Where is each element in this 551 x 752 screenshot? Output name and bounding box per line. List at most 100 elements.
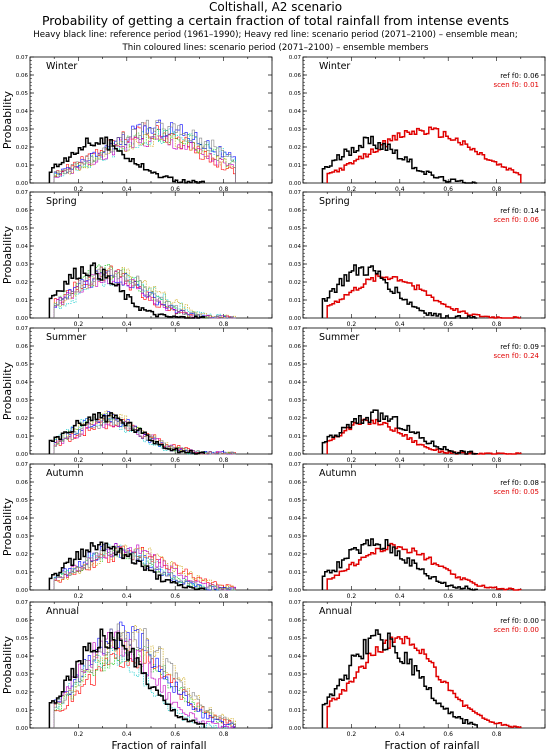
member-series-line xyxy=(53,122,236,183)
y-tick-label: 0.02 xyxy=(16,552,28,558)
panel-annual-mean: 0.00 0.01 0.02 0.03 0.04 0.05 0.06 0.07 0.2 0.4 0.… xyxy=(289,600,546,752)
x-tick-label: 0.8 xyxy=(219,731,229,738)
member-series-line xyxy=(53,119,236,183)
y-tick-label: 0.00 xyxy=(16,726,29,732)
panel-annual-members: 0.00 0.01 0.02 0.03 0.04 0.05 0.06 0.07 0.2 0.4 0.… xyxy=(1,600,273,752)
y-tick-label: 0.06 xyxy=(289,73,302,79)
y-tick-label: 0.00 xyxy=(16,316,29,322)
y-tick-label: 0.01 xyxy=(289,434,301,440)
y-tick-label: 0.02 xyxy=(289,690,301,696)
figure-legend-line-1: Heavy black line: reference period (1961… xyxy=(33,30,518,40)
y-tick-label: 0.07 xyxy=(289,600,302,606)
y-tick-label: 0.07 xyxy=(289,55,302,61)
figure-subtitle: Probability of getting a certain fractio… xyxy=(41,13,510,28)
member-series-line xyxy=(53,630,236,729)
x-tick-label: 0.6 xyxy=(170,321,180,328)
y-tick-label: 0.01 xyxy=(289,570,301,576)
y-tick-label: 0.03 xyxy=(289,262,302,268)
y-tick-label: 0.03 xyxy=(16,672,29,678)
y-tick-label: 0.03 xyxy=(289,534,302,540)
y-axis-label: Probability xyxy=(1,361,14,420)
x-tick-label: 0.2 xyxy=(74,593,84,600)
y-tick-label: 0.04 xyxy=(289,380,302,386)
y-tick-label: 0.06 xyxy=(16,73,29,79)
y-tick-label: 0.04 xyxy=(289,244,302,250)
y-tick-label: 0.00 xyxy=(16,452,29,458)
member-series-line xyxy=(53,543,236,591)
ref-f0-annotation: ref f0: 0.08 xyxy=(500,479,539,487)
y-tick-label: 0.06 xyxy=(16,344,29,350)
y-tick-label: 0.02 xyxy=(289,145,301,151)
figure-title: Coltishall, A2 scenario xyxy=(208,0,343,14)
season-label: Autumn xyxy=(319,468,357,479)
panel-summer-members: 0.00 0.01 0.02 0.03 0.04 0.05 0.06 0.07 0.2 0.4 0.… xyxy=(1,326,273,464)
reference-series-line xyxy=(48,411,205,455)
y-tick-label: 0.03 xyxy=(16,398,29,404)
scen-f0-annotation: scen f0: 0.06 xyxy=(493,216,539,224)
x-tick-label: 0.6 xyxy=(170,593,180,600)
panel-summer-mean: 0.00 0.01 0.02 0.03 0.04 0.05 0.06 0.07 0.2 0.4 0.… xyxy=(289,326,546,464)
y-tick-label: 0.04 xyxy=(289,654,302,660)
y-tick-label: 0.05 xyxy=(289,362,302,368)
y-tick-label: 0.06 xyxy=(289,618,302,624)
x-tick-label: 0.2 xyxy=(347,321,357,328)
y-tick-label: 0.06 xyxy=(16,208,29,214)
x-tick-label: 0.8 xyxy=(492,321,502,328)
y-tick-label: 0.05 xyxy=(16,91,29,97)
season-label: Spring xyxy=(46,196,77,207)
y-tick-label: 0.05 xyxy=(16,636,29,642)
reference-series-line xyxy=(321,409,478,455)
y-tick-label: 0.06 xyxy=(16,618,29,624)
season-label: Spring xyxy=(319,196,350,207)
x-tick-label: 0.2 xyxy=(347,186,357,193)
x-tick-label: 0.2 xyxy=(347,457,357,464)
y-tick-label: 0.07 xyxy=(16,190,29,196)
reference-series-line xyxy=(321,135,478,184)
y-tick-label: 0.05 xyxy=(289,226,302,232)
x-tick-label: 0.4 xyxy=(122,186,132,193)
y-tick-label: 0.00 xyxy=(289,588,302,594)
figure-legend-line-2: Thin coloured lines: scenario period (20… xyxy=(122,43,429,53)
y-tick-label: 0.02 xyxy=(16,416,28,422)
member-series-line xyxy=(53,623,236,728)
member-series-line xyxy=(53,546,236,591)
y-tick-label: 0.06 xyxy=(16,480,29,486)
x-tick-label: 0.6 xyxy=(170,186,180,193)
y-axis-label: Probability xyxy=(1,635,14,694)
x-tick-label: 0.6 xyxy=(443,457,453,464)
ref-f0-annotation: ref f0: 0.09 xyxy=(500,343,539,351)
member-series-line xyxy=(53,128,236,183)
x-tick-label: 0.6 xyxy=(443,186,453,193)
panel-autumn-mean: 0.00 0.01 0.02 0.03 0.04 0.05 0.06 0.07 0.2 0.4 0.… xyxy=(289,462,546,600)
x-axis-label: Fraction of rainfall xyxy=(385,740,480,752)
member-series-line xyxy=(53,547,236,591)
y-tick-label: 0.01 xyxy=(16,434,28,440)
y-tick-label: 0.07 xyxy=(16,462,29,468)
x-tick-label: 0.6 xyxy=(443,321,453,328)
y-tick-label: 0.01 xyxy=(289,163,301,169)
reference-series-line xyxy=(321,629,478,728)
x-tick-label: 0.4 xyxy=(395,321,405,328)
x-tick-label: 0.6 xyxy=(170,731,180,738)
y-tick-label: 0.01 xyxy=(16,163,28,169)
x-tick-label: 0.4 xyxy=(395,731,405,738)
scenario-mean-series-line xyxy=(326,126,522,183)
reference-series-line xyxy=(48,628,205,728)
scenario-mean-series-line xyxy=(326,418,522,455)
scenario-mean-series-line xyxy=(326,273,521,319)
ref-f0-annotation: ref f0: 0.00 xyxy=(500,617,539,625)
season-label: Annual xyxy=(319,606,352,617)
y-tick-label: 0.03 xyxy=(289,672,302,678)
y-tick-label: 0.07 xyxy=(289,462,302,468)
member-series-line xyxy=(53,119,236,183)
x-tick-label: 0.4 xyxy=(122,321,132,328)
x-tick-label: 0.2 xyxy=(74,731,84,738)
y-tick-label: 0.06 xyxy=(289,208,302,214)
reference-series-line xyxy=(48,541,205,591)
x-tick-label: 0.4 xyxy=(122,593,132,600)
scen-f0-annotation: scen f0: 0.24 xyxy=(493,352,539,360)
panel-winter-members: 0.00 0.01 0.02 0.03 0.04 0.05 0.06 0.07 0.2 0.4 0.… xyxy=(1,55,273,193)
panel-spring-members: 0.00 0.01 0.02 0.03 0.04 0.05 0.06 0.07 0.2 0.4 0.… xyxy=(1,190,273,328)
panel-winter-mean: 0.00 0.01 0.02 0.03 0.04 0.05 0.06 0.07 0.2 0.4 0.… xyxy=(289,55,546,193)
y-tick-label: 0.04 xyxy=(16,516,29,522)
